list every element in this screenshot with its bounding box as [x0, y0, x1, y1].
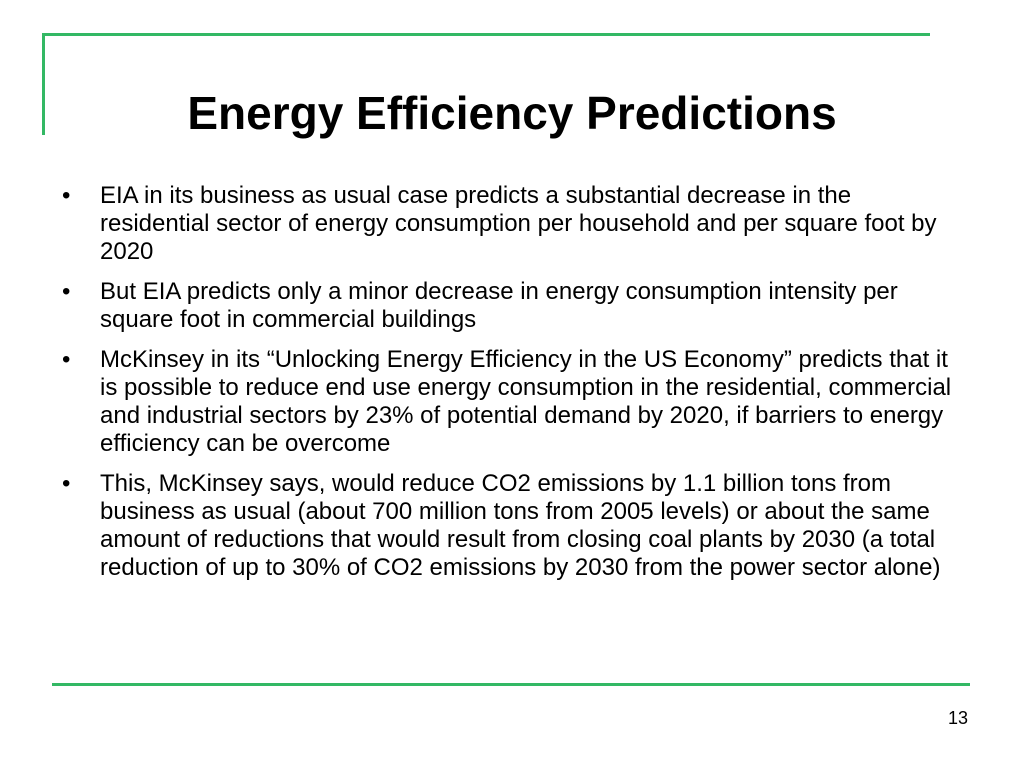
bullet-item: • EIA in its business as usual case pred… — [62, 182, 962, 266]
bullet-text: But EIA predicts only a minor decrease i… — [100, 278, 898, 333]
page-number: 13 — [947, 708, 968, 728]
bottom-accent-line — [52, 683, 970, 686]
bullet-text: EIA in its business as usual case predic… — [100, 182, 937, 265]
bullet-marker: • — [62, 278, 71, 305]
bullet-item: • McKinsey in its “Unlocking Energy Effi… — [62, 346, 962, 458]
bullet-item: • But EIA predicts only a minor decrease… — [62, 278, 962, 334]
bullet-text: This, McKinsey says, would reduce CO2 em… — [100, 470, 941, 581]
left-accent-line — [42, 33, 45, 135]
bullet-item: • This, McKinsey says, would reduce CO2 … — [62, 470, 962, 582]
bullet-list: • EIA in its business as usual case pred… — [62, 182, 962, 594]
bullet-text: McKinsey in its “Unlocking Energy Effici… — [100, 346, 952, 457]
bullet-marker: • — [62, 470, 71, 497]
top-accent-line — [42, 33, 930, 36]
bullet-marker: • — [62, 182, 71, 209]
slide-title: Energy Efficiency Predictions — [187, 87, 837, 139]
bullet-marker: • — [62, 346, 71, 373]
